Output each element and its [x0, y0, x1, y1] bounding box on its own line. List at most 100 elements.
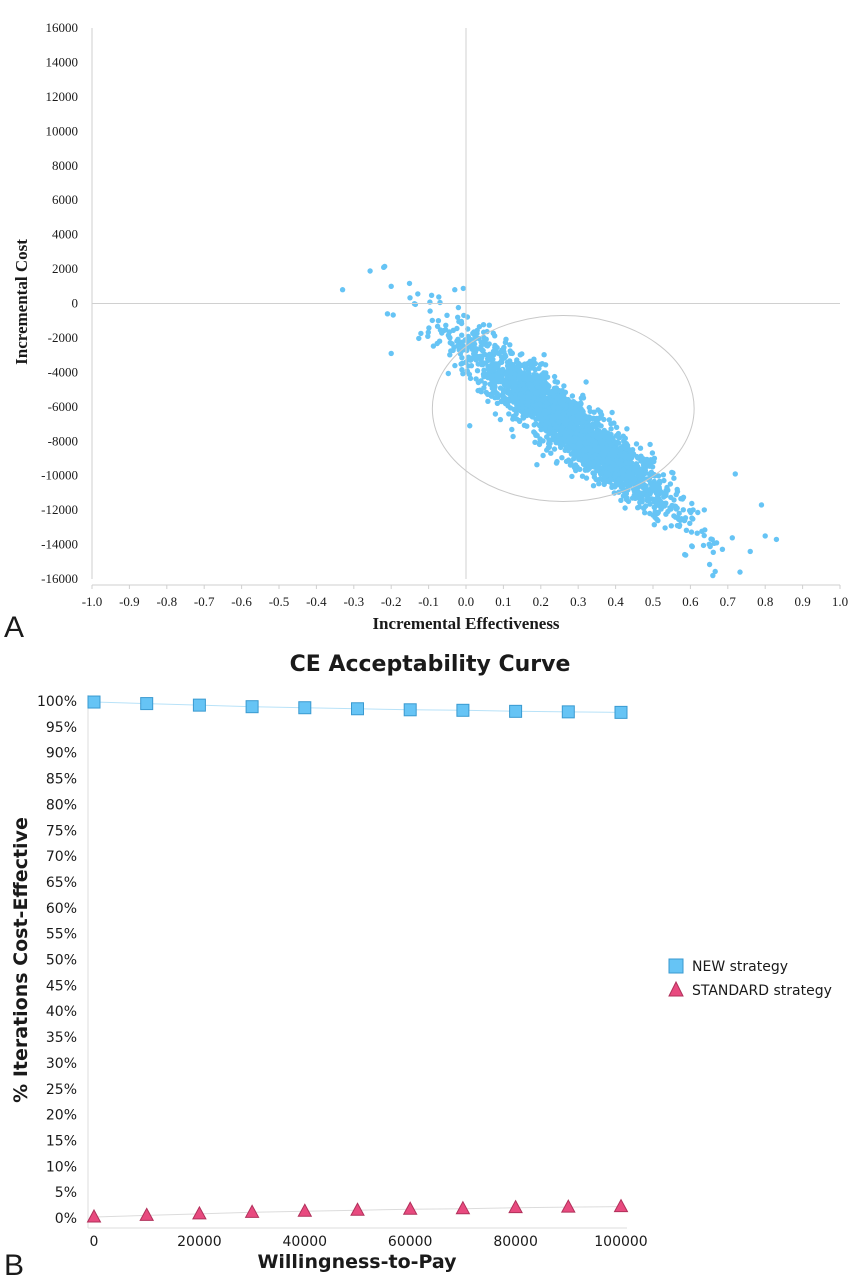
scatter-point	[519, 405, 526, 411]
scatter-point	[595, 416, 602, 422]
scatter-point	[467, 423, 473, 429]
x-tick-label: 0.5	[645, 594, 661, 609]
data-point-new	[140, 697, 154, 711]
scatter-point	[637, 445, 644, 451]
scatter-point	[590, 470, 596, 476]
scatter-point	[533, 402, 540, 408]
scatter-point	[629, 460, 635, 466]
scatter-point	[680, 507, 686, 513]
scatter-point	[485, 398, 491, 404]
x-tick-label: -0.4	[306, 594, 327, 609]
scatter-point	[536, 415, 542, 421]
x-tick-label: 0.1	[495, 594, 511, 609]
scatter-point	[452, 362, 458, 369]
scatter-point	[563, 458, 570, 465]
confidence-ellipse	[431, 315, 695, 503]
scatter-point	[425, 329, 431, 335]
scatter-point	[474, 330, 480, 337]
scatter-point	[613, 432, 620, 439]
scatter-point	[436, 294, 442, 300]
scatter-point	[631, 467, 638, 473]
scatter-point	[665, 487, 671, 493]
scatter-point	[690, 516, 696, 522]
scatter-point	[655, 473, 662, 479]
scatter-point	[507, 358, 513, 364]
scatter-point	[707, 543, 713, 550]
scatter-point	[587, 446, 593, 452]
y-axis-title: % Iterations Cost-Effective	[10, 817, 32, 1103]
scatter-point	[512, 379, 519, 385]
scatter-point	[651, 485, 657, 492]
scatter-point	[668, 494, 674, 501]
scatter-point	[529, 361, 535, 367]
x-tick-label: -1.0	[82, 594, 103, 609]
scatter-point	[661, 503, 667, 509]
data-point-standard	[560, 1199, 576, 1213]
data-point-standard	[86, 1208, 102, 1223]
scatter-point	[550, 404, 557, 410]
scatter-point	[434, 323, 441, 329]
scatter-point	[521, 422, 528, 428]
scatter-point	[701, 532, 707, 539]
scatter-point	[492, 384, 498, 390]
scatter-point	[508, 350, 514, 356]
scatter-point	[444, 312, 450, 318]
scatter-point	[430, 343, 437, 349]
scatter-point	[679, 496, 686, 502]
scatter-point	[710, 549, 716, 555]
scatter-point	[653, 500, 659, 507]
scatter-point	[580, 447, 587, 453]
scatter-point	[516, 374, 523, 381]
scatter-point	[700, 542, 707, 549]
scatter-point	[590, 483, 597, 489]
scatter-point	[551, 373, 558, 380]
scatter-point	[507, 391, 513, 397]
scatter-point	[480, 322, 487, 328]
scatter-point	[546, 408, 552, 414]
scatter-point	[660, 490, 666, 497]
scatter-point	[551, 446, 558, 452]
scatter-point	[492, 411, 499, 417]
scatter-point	[629, 447, 636, 453]
scatter-point	[561, 383, 567, 389]
scatter-point	[482, 380, 488, 387]
scatter-point	[579, 473, 586, 479]
scatter-point	[534, 384, 541, 390]
scatter-point	[502, 382, 509, 388]
scatter-point	[637, 499, 643, 506]
y-tick-label: 45%	[46, 978, 77, 994]
scatter-point	[587, 408, 593, 414]
x-tick-label: 0.9	[794, 594, 810, 609]
scatter-point	[642, 461, 648, 467]
scatter-point	[712, 568, 718, 575]
scatter-point	[580, 392, 586, 398]
scatter-point	[520, 381, 526, 387]
x-tick-label: 0	[90, 1234, 99, 1250]
scatter-point	[478, 389, 484, 395]
x-tick-label: 0.8	[757, 594, 773, 609]
scatter-point	[628, 473, 634, 479]
scatter-point	[669, 469, 675, 476]
scatter-point	[493, 364, 499, 370]
scatter-point	[507, 369, 514, 376]
scatter-point	[773, 536, 780, 543]
scatter-point	[486, 322, 492, 328]
scatter-point	[613, 424, 620, 430]
scatter-point	[490, 330, 496, 336]
y-tick-label: 40%	[46, 1004, 77, 1020]
data-point-standard	[297, 1203, 313, 1217]
scatter-point	[554, 432, 560, 439]
scatter-point	[561, 411, 567, 417]
y-tick-label: -4000	[48, 364, 78, 379]
scatter-point	[586, 465, 593, 471]
scatter-point	[639, 490, 645, 497]
scatter-point	[674, 522, 681, 529]
scatter-point	[512, 371, 518, 378]
x-axis-title: Willingness-to-Pay	[257, 1251, 457, 1273]
scatter-point	[543, 370, 549, 376]
scatter-point	[668, 523, 674, 529]
panel-a-scatter: 16000 14000 12000 10000 8000 6000 4000 2000 0 -20…	[4, 20, 848, 644]
scatter-point	[558, 436, 564, 442]
scatter-point	[651, 522, 657, 528]
